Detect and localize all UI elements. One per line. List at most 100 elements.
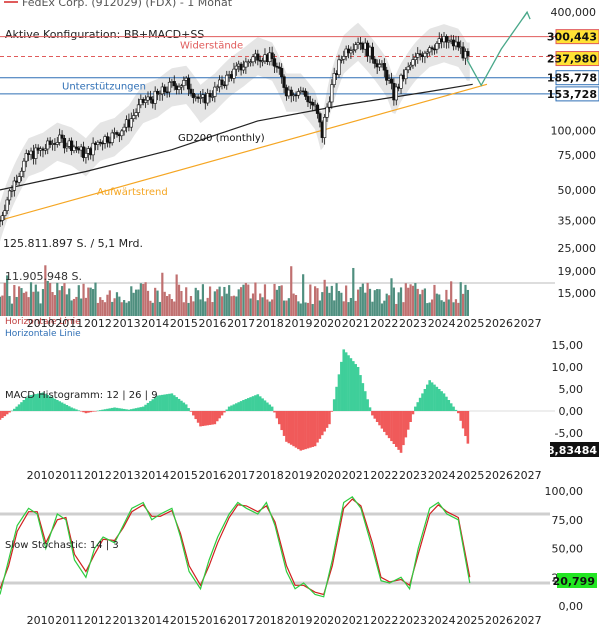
- macd-bar: [211, 411, 214, 425]
- year-tick-label: 2020: [313, 614, 341, 627]
- macd-bar: [177, 398, 181, 411]
- year-tick-label: 2010: [27, 317, 55, 330]
- macd-bar: [390, 411, 393, 442]
- candle-body: [220, 79, 224, 86]
- volume-bar: [316, 288, 319, 316]
- volume-bar: [53, 295, 57, 316]
- year-tick-label: 2012: [84, 469, 112, 482]
- candle-body: [179, 85, 184, 88]
- macd-tick-label: 15,00: [552, 339, 584, 352]
- candle-body: [191, 92, 195, 98]
- macd-bar: [94, 411, 97, 412]
- candle-body: [330, 84, 334, 103]
- macd-bar: [311, 411, 315, 447]
- year-tick-label: 2027: [514, 317, 542, 330]
- candle-body: [62, 138, 67, 149]
- volume-bar: [156, 290, 159, 316]
- year-tick-label: 2020: [313, 469, 341, 482]
- volume-bar: [89, 287, 92, 316]
- volume-bar: [87, 287, 90, 316]
- macd-bar: [161, 394, 164, 411]
- macd-bar: [426, 384, 429, 411]
- support-label: Unterstützungen: [62, 82, 146, 93]
- macd-bar: [242, 400, 245, 411]
- volume-bar: [430, 299, 434, 316]
- volume-bar: [414, 283, 417, 316]
- macd-bar: [237, 402, 241, 411]
- candle-body: [10, 189, 14, 192]
- year-tick-label: 2017: [227, 469, 255, 482]
- year-tick-label: 2018: [256, 614, 284, 627]
- year-tick-label: 2010: [27, 469, 55, 482]
- price-badge-label: 153,728: [547, 88, 597, 101]
- year-tick-label: 2022: [370, 614, 398, 627]
- year-tick-label: 2015: [170, 317, 198, 330]
- macd-bar: [10, 410, 14, 412]
- volume-bar: [218, 286, 221, 316]
- macd-bar: [335, 386, 338, 411]
- volume-bar: [373, 290, 376, 316]
- year-tick-label: 2025: [456, 317, 484, 330]
- price-tick-label: 100,000: [551, 125, 597, 138]
- volume-bar: [130, 286, 133, 316]
- year-tick-label: 2024: [428, 469, 456, 482]
- candle-body: [389, 78, 394, 84]
- macd-bar: [158, 395, 162, 411]
- volume-bar: [216, 289, 219, 316]
- macd-bar: [182, 402, 186, 411]
- macd-bar: [46, 395, 50, 411]
- candle-body: [325, 106, 329, 118]
- macd-bar: [433, 384, 436, 411]
- macd-bar: [120, 408, 124, 411]
- macd-bar: [445, 396, 448, 411]
- macd-bar: [323, 411, 326, 432]
- candle-body: [153, 90, 157, 104]
- volume-bar: [361, 283, 364, 316]
- price-tick-label: 35,000: [558, 214, 597, 227]
- macd-bar: [313, 411, 317, 447]
- macd-bar: [414, 406, 417, 411]
- macd-bar: [246, 398, 250, 411]
- macd-bar: [180, 400, 183, 411]
- macd-bar: [75, 409, 78, 411]
- stoch-title: Slow Stochastic: 14 | 3: [5, 540, 119, 551]
- volume-bar: [292, 293, 295, 316]
- candle-body: [418, 53, 422, 56]
- macd-bar: [122, 408, 126, 411]
- macd-bar: [41, 392, 45, 411]
- volume-bar: [337, 290, 341, 316]
- candle-body: [435, 42, 439, 50]
- volume-bar: [96, 302, 99, 316]
- volume-bar: [20, 288, 23, 316]
- volume-bar: [364, 292, 367, 316]
- stoch-tick-label: 50,00: [552, 543, 584, 556]
- year-tick-label: 2012: [84, 614, 112, 627]
- volume-bar: [51, 292, 54, 316]
- volume-bar: [256, 300, 259, 316]
- resistance-label: Widerstände: [180, 41, 243, 52]
- stoch-d-line: [0, 498, 471, 596]
- candle-body: [370, 46, 374, 60]
- year-tick-label: 2024: [428, 614, 456, 627]
- volume-bar: [72, 298, 76, 316]
- candle-body: [210, 96, 215, 98]
- volume-bar: [309, 284, 312, 316]
- volume-bar: [314, 286, 317, 316]
- volume-bar: [450, 281, 453, 316]
- volume-bar: [158, 301, 162, 316]
- macd-bar: [457, 411, 460, 414]
- macd-bar: [146, 402, 150, 411]
- candle-body: [165, 91, 169, 94]
- macd-bar: [17, 404, 21, 411]
- volume-bar: [139, 283, 142, 316]
- volume-bar: [287, 298, 290, 316]
- candle-body: [408, 64, 413, 68]
- volume-bar: [3, 282, 6, 316]
- macd-bar: [299, 411, 303, 451]
- volume-bar: [175, 274, 178, 316]
- volume-bar: [142, 283, 145, 316]
- volume-bar: [247, 284, 250, 316]
- volume-bar: [464, 284, 467, 316]
- volume-bar: [68, 288, 71, 316]
- candle-body: [58, 134, 62, 143]
